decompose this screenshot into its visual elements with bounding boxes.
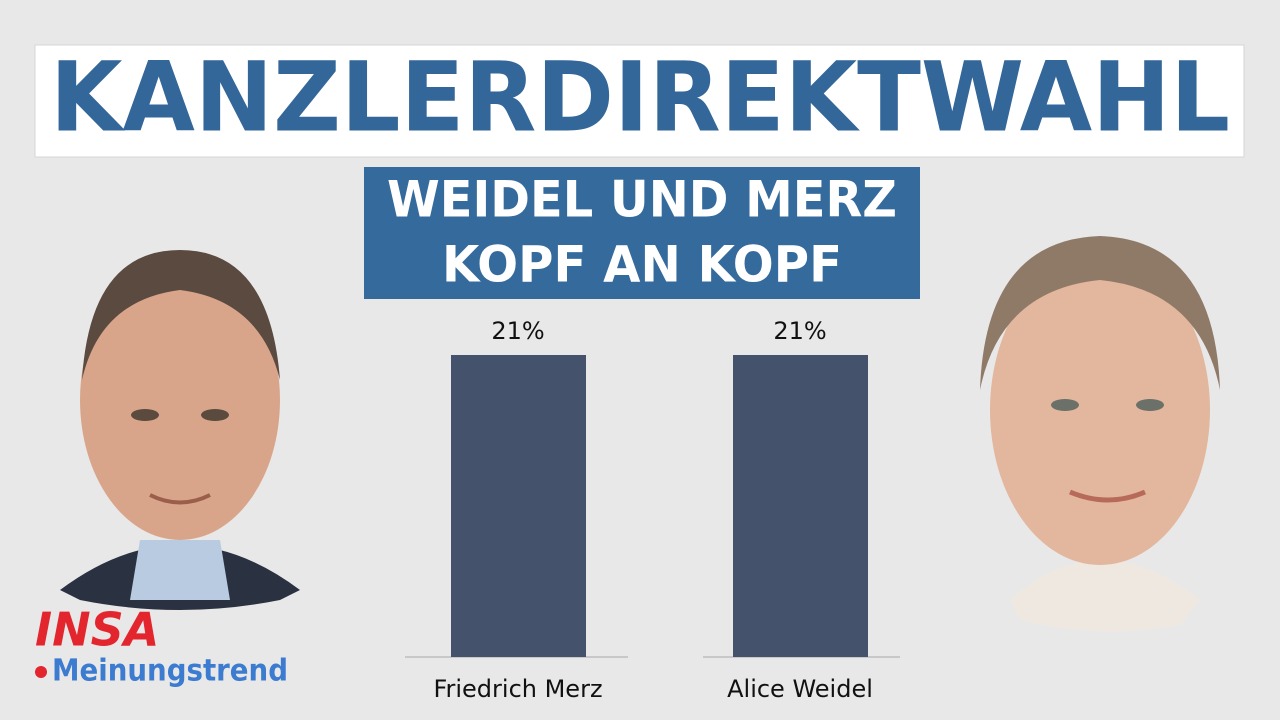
x-tick-label: Alice Weidel (727, 675, 873, 703)
logo-dot (35, 666, 47, 678)
value-label: 21% (491, 317, 544, 345)
portrait-left (15, 250, 345, 610)
bar (451, 355, 586, 657)
logo-name: INSA (35, 603, 159, 657)
chart-subtitle: KOPF AN KOPF (442, 236, 842, 294)
subtitle-box (364, 167, 920, 299)
chart-title: KANZLERDIREKTWAHL (50, 41, 1230, 153)
x-tick-label: Friedrich Merz (433, 675, 602, 703)
portrait-right (910, 236, 1280, 632)
chart-subtitle: WEIDEL UND MERZ (387, 171, 897, 229)
bar (733, 355, 868, 657)
logo-tagline: Meinungstrend (52, 654, 288, 689)
value-label: 21% (773, 317, 826, 345)
title-box (34, 44, 1245, 158)
